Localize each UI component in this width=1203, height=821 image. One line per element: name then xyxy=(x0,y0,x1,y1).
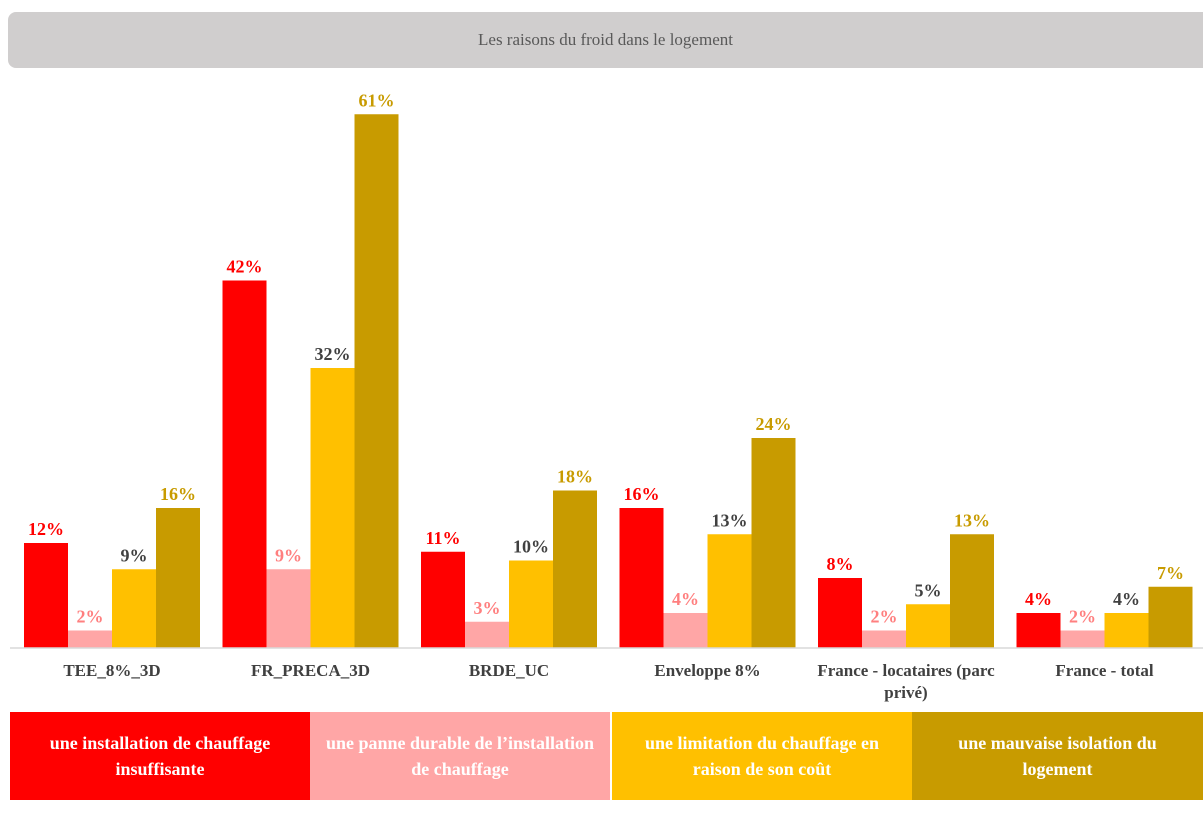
data-label: 3% xyxy=(474,598,501,618)
data-label: 5% xyxy=(915,580,942,600)
bar xyxy=(465,621,509,648)
bar xyxy=(663,613,708,648)
data-label: 32% xyxy=(315,344,351,364)
bar xyxy=(707,534,752,648)
data-label: 13% xyxy=(712,510,748,530)
x-tick-label: TEE_8%_3D xyxy=(63,661,161,680)
legend-item: une limitation du chauffage en raison de… xyxy=(612,712,912,800)
bar xyxy=(310,368,355,648)
legend-item: une installation de chauffage insuffisan… xyxy=(10,712,310,800)
data-label: 8% xyxy=(827,554,854,574)
bar xyxy=(751,438,796,648)
data-label: 4% xyxy=(1113,589,1140,609)
x-tick-label: France - locataires (parc privé) xyxy=(817,661,995,702)
data-label: 11% xyxy=(425,528,460,548)
bar xyxy=(222,280,267,648)
bar xyxy=(421,551,465,648)
bar xyxy=(1060,630,1105,648)
data-label: 4% xyxy=(1025,589,1052,609)
data-label: 9% xyxy=(121,545,148,565)
bar xyxy=(818,578,862,648)
bar xyxy=(509,560,553,648)
legend-item: une panne durable de l’installation de c… xyxy=(310,712,610,800)
bar xyxy=(1016,613,1061,648)
x-tick-label: FR_PRECA_3D xyxy=(251,661,370,680)
x-tick-label: BRDE_UC xyxy=(468,661,550,680)
data-label: 13% xyxy=(954,510,990,530)
data-label: 16% xyxy=(624,484,660,504)
data-label: 18% xyxy=(557,467,593,487)
data-label: 10% xyxy=(513,537,549,557)
bar xyxy=(950,534,994,648)
data-label: 42% xyxy=(227,257,263,277)
data-label: 24% xyxy=(756,414,792,434)
data-label: 9% xyxy=(275,545,302,565)
bar xyxy=(862,630,906,648)
legend-item: une mauvaise isolation du logement xyxy=(912,712,1203,800)
data-label: 16% xyxy=(160,484,196,504)
bar xyxy=(354,114,399,648)
chart-title: Les raisons du froid dans le logement xyxy=(8,12,1203,68)
bar xyxy=(1148,586,1193,648)
data-label: 4% xyxy=(672,589,699,609)
bar xyxy=(619,508,664,648)
bar xyxy=(24,543,68,648)
x-tick-label: Enveloppe 8% xyxy=(654,661,761,680)
bar xyxy=(68,630,112,648)
data-label: 2% xyxy=(871,607,898,627)
data-label: 2% xyxy=(1069,607,1096,627)
bar xyxy=(906,604,950,648)
x-tick-label: France - total xyxy=(1055,661,1154,680)
bar xyxy=(266,569,311,648)
bar xyxy=(553,490,597,648)
data-label: 7% xyxy=(1157,563,1184,583)
data-label: 2% xyxy=(77,607,104,627)
bar xyxy=(156,508,200,648)
data-label: 61% xyxy=(359,90,395,110)
data-label: 12% xyxy=(28,519,64,539)
bar xyxy=(112,569,156,648)
bar xyxy=(1104,613,1149,648)
